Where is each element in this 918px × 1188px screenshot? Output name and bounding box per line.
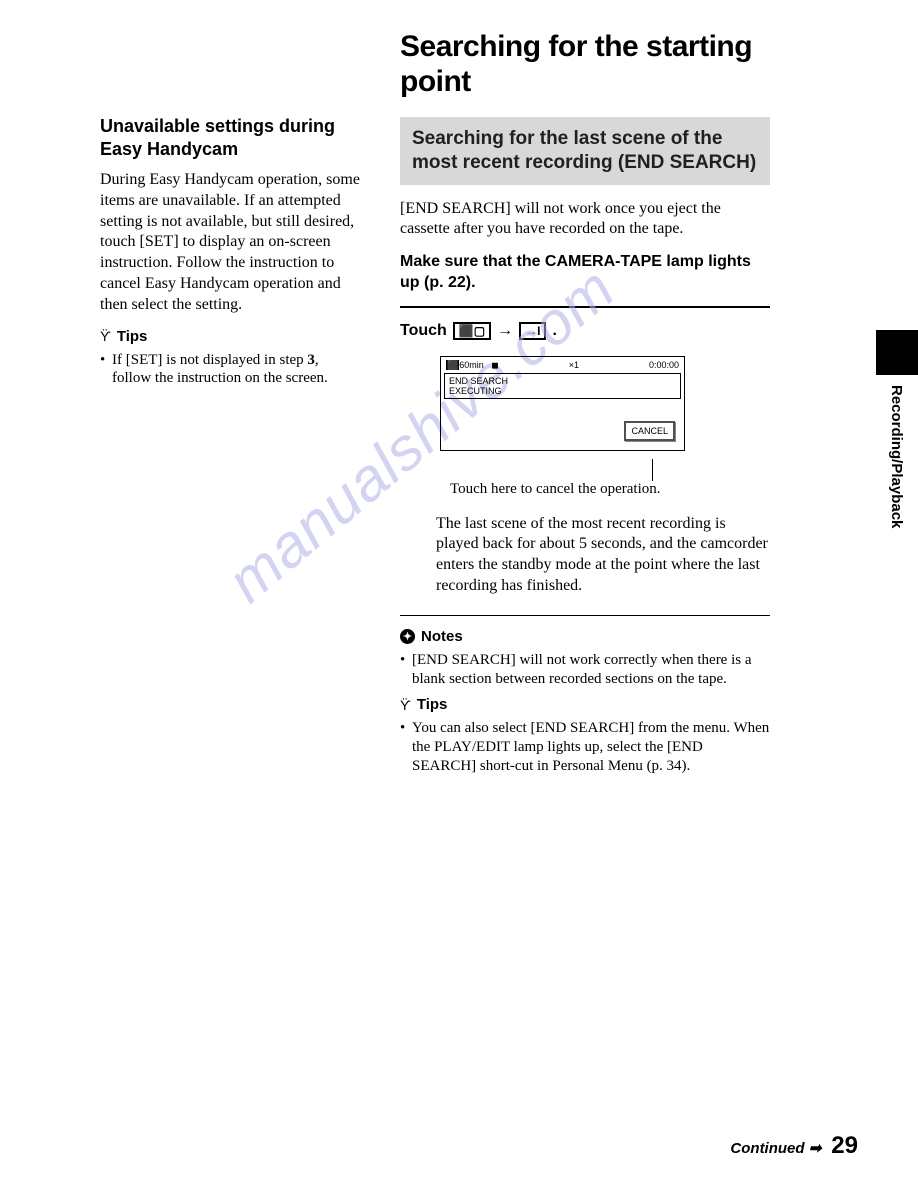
side-tab-label: Recording/Playback: [876, 375, 905, 528]
intro-text: [END SEARCH] will not work once you ejec…: [400, 199, 770, 241]
divider-thick-1: [400, 306, 770, 308]
left-column: Unavailable settings during Easy Handyca…: [0, 30, 360, 782]
tip-text-prefix: If [SET] is not displayed in step: [112, 352, 307, 368]
notes-label: Notes: [421, 628, 463, 645]
tip-item-left: If [SET] is not displayed in step 3, fol…: [100, 351, 360, 389]
main-title: Searching for the starting point: [400, 30, 770, 99]
skip-end-icon: →I: [519, 322, 546, 340]
side-tab-marker: [876, 330, 918, 375]
side-tab: Recording/Playback: [876, 330, 918, 580]
left-body-text: During Easy Handycam operation, some ite…: [100, 170, 360, 316]
screen-mult: ×1: [569, 360, 579, 371]
screen-topbar: ⬛60min ◼ ×1 0:00:00: [444, 360, 681, 371]
touch-instruction: Touch ⬛▢ → →I .: [400, 322, 770, 340]
lcd-screen-diagram: ⬛60min ◼ ×1 0:00:00 END SEARCH EXECUTING…: [440, 356, 685, 451]
note-icon: ✦: [400, 629, 415, 644]
left-heading: Unavailable settings during Easy Handyca…: [100, 115, 360, 160]
result-paragraph: The last scene of the most recent record…: [436, 514, 770, 597]
cassette-icon: ⬛▢: [453, 322, 491, 340]
note-item-1: [END SEARCH] will not work correctly whe…: [400, 651, 770, 689]
touch-label: Touch: [400, 322, 447, 340]
tips-label-right: Tips: [417, 696, 448, 713]
tips-header-right: ϔ Tips: [400, 696, 770, 713]
section-gray-box: Searching for the last scene of the most…: [400, 117, 770, 185]
bulb-icon: ϔ: [100, 328, 111, 344]
screen-line1: END SEARCH: [449, 376, 676, 386]
bold-instruction: Make sure that the CAMERA-TAPE lamp ligh…: [400, 252, 770, 294]
divider-thin: [400, 615, 770, 616]
bulb-icon: ϔ: [400, 697, 411, 713]
cancel-caption: Touch here to cancel the operation.: [450, 481, 770, 498]
right-column: Searching for the starting point Searchi…: [400, 30, 770, 782]
period: .: [552, 322, 556, 340]
page-number: 29: [831, 1132, 858, 1160]
pointer-line: [652, 459, 653, 481]
tips-header-left: ϔ Tips: [100, 328, 360, 345]
screen-body: CANCEL: [444, 399, 681, 447]
tip-step-num: 3: [307, 352, 315, 368]
screen-time-right: 0:00:00: [649, 360, 679, 371]
tip-item-right: You can also select [END SEARCH] from th…: [400, 719, 770, 775]
screen-time-left: ⬛60min ◼: [446, 360, 499, 371]
cancel-button[interactable]: CANCEL: [624, 421, 675, 441]
tips-label: Tips: [117, 328, 148, 345]
page-footer: Continued ➡ 29: [730, 1132, 858, 1160]
screen-line2: EXECUTING: [449, 386, 676, 396]
page-content: Unavailable settings during Easy Handyca…: [0, 0, 918, 812]
notes-header: ✦ Notes: [400, 628, 770, 645]
continued-label: Continued ➡: [730, 1139, 821, 1157]
screen-status-box: END SEARCH EXECUTING: [444, 373, 681, 399]
arrow-icon: →: [497, 322, 513, 340]
